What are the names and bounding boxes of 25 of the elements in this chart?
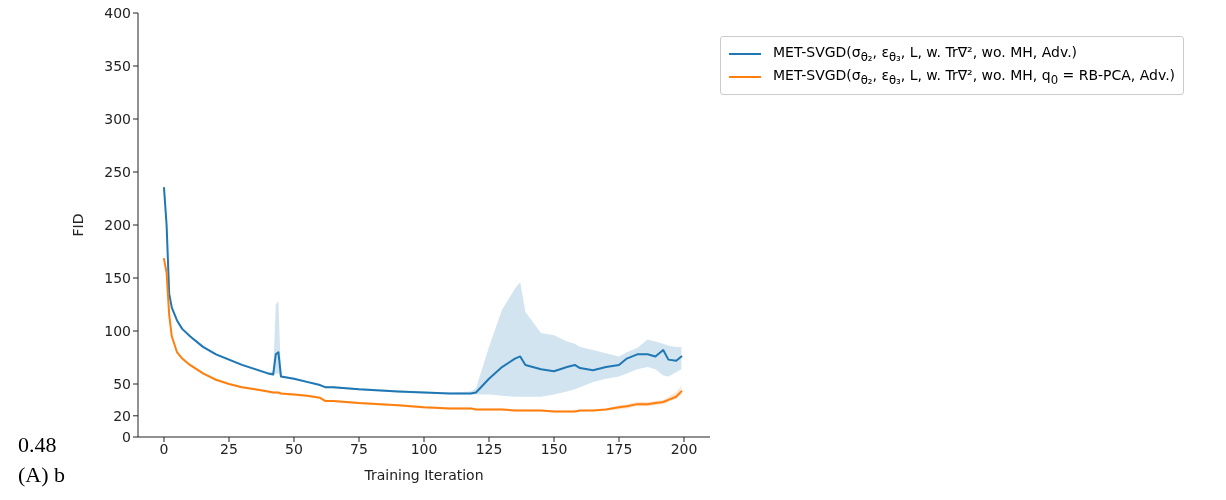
y-tick-label: 400 [104, 4, 131, 21]
x-tick-label: 50 [285, 440, 303, 457]
x-tick-label: 175 [605, 440, 633, 457]
x-tick-label: 0 [159, 440, 169, 457]
y-tick-label: 200 [104, 216, 131, 233]
x-tick-label: 75 [350, 440, 368, 457]
y-tick-label: 150 [104, 269, 131, 286]
y-tick-label: 350 [104, 57, 131, 74]
x-tick-label: 100 [410, 440, 438, 457]
y-tick-label: 50 [113, 375, 131, 392]
y-tick-label: 20 [113, 407, 131, 424]
y-tick-label: 250 [104, 163, 131, 180]
x-tick-label: 25 [220, 440, 238, 457]
y-tick-label: 0 [122, 428, 131, 445]
legend-label: MET-SVGD(σ$_{θ₂}$, ε$_{θ₃}$, L, w. Tr∇², wo. MH, Adv.) [773, 44, 1078, 64]
x-axis-title: Training Iteration [363, 467, 484, 483]
y-tick-label: 100 [104, 322, 131, 339]
x-tick-label: 200 [670, 440, 698, 457]
y-axis-title: FID [69, 213, 86, 237]
legend-label: MET-SVGD(σ$_{θ₂}$, ε$_{θ₃}$, L, w. Tr∇², wo. MH, q$_{0}$ = RB-PCA, Adv.) [773, 66, 1176, 87]
text: (A) b [18, 462, 66, 488]
x-tick-label: 125 [475, 440, 503, 457]
text: 0.48 [18, 432, 57, 458]
y-tick-label: 300 [104, 110, 131, 127]
x-tick-label: 150 [540, 440, 568, 457]
